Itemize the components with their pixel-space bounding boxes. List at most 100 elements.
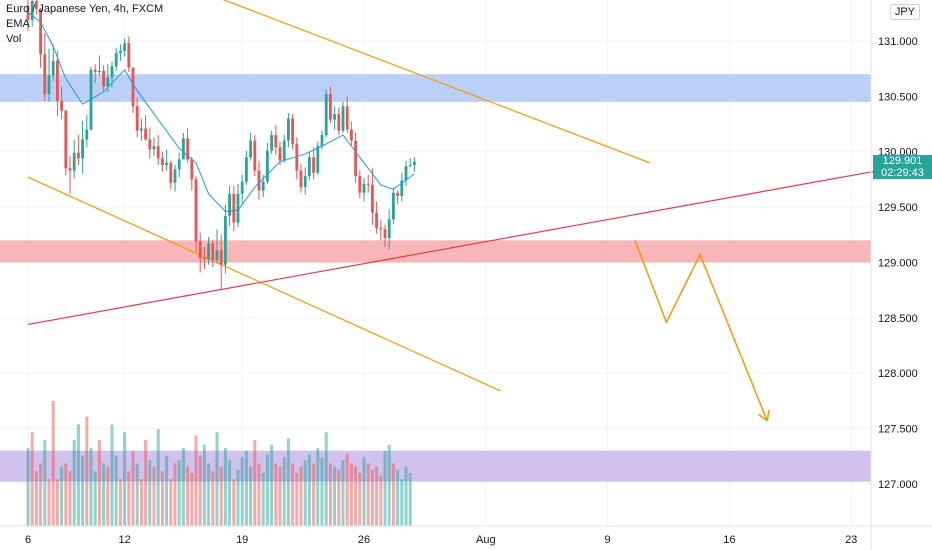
volume-bar <box>379 476 383 526</box>
volume-bar <box>135 463 139 526</box>
arrowhead-stroke <box>766 409 770 421</box>
candle-body <box>337 114 341 131</box>
volume-zone <box>0 450 871 482</box>
candle-body <box>93 69 97 72</box>
volume-bar <box>408 472 412 526</box>
candle <box>345 96 349 133</box>
volume-bar <box>131 451 135 526</box>
volume-bar <box>152 466 156 526</box>
candle-body <box>169 162 173 183</box>
price-axis[interactable]: 131.000130.500130.000129.500129.000128.5… <box>878 36 918 491</box>
volume-bar <box>51 401 55 526</box>
candle-body <box>253 140 257 171</box>
candle-body <box>47 75 51 95</box>
time-tick-label: 12 <box>118 534 130 546</box>
candle-body <box>240 181 244 194</box>
volume-bar <box>337 469 341 526</box>
candle-body <box>140 128 143 131</box>
volume-bar <box>261 472 265 526</box>
candle <box>186 128 189 163</box>
candle-body <box>60 100 63 111</box>
volume-bar <box>303 460 307 526</box>
support-zone <box>0 240 871 263</box>
volume-bar <box>102 463 106 526</box>
candle <box>224 204 227 274</box>
candle <box>215 229 219 264</box>
price-tick-label: 128.000 <box>878 368 918 380</box>
candle-body <box>211 243 215 261</box>
volume-bar <box>85 416 89 526</box>
candle <box>316 141 320 175</box>
volume-bar <box>345 454 349 526</box>
candle <box>85 115 89 148</box>
ema-legend[interactable]: EMA <box>6 18 30 30</box>
volume-bar <box>282 457 286 526</box>
volume-bar <box>110 424 114 526</box>
candle <box>282 135 286 163</box>
time-tick-label: 23 <box>845 534 857 546</box>
volume-bar <box>232 479 236 526</box>
currency-button[interactable]: JPY <box>889 4 920 20</box>
candle-body <box>98 70 101 72</box>
volume-bar <box>354 466 358 526</box>
volume-bar <box>257 463 261 526</box>
candle-body <box>396 192 399 197</box>
candle-body <box>203 258 206 260</box>
candle-body <box>387 219 391 239</box>
volume-bar <box>316 447 320 526</box>
candle <box>299 163 303 193</box>
candle <box>303 167 307 195</box>
price-tick-label: 131.000 <box>878 36 918 48</box>
candle <box>81 120 84 174</box>
candle-body <box>308 157 311 177</box>
candle-body <box>177 159 181 170</box>
candle <box>56 50 59 117</box>
candle-body <box>282 140 286 161</box>
candle <box>207 236 210 265</box>
volume-bar <box>253 440 257 526</box>
candle-body <box>190 159 194 180</box>
candle <box>249 132 252 161</box>
volume-bar <box>198 455 202 526</box>
candle <box>392 187 395 224</box>
candle-body <box>114 53 118 67</box>
volume-bar <box>278 466 282 526</box>
candle <box>39 7 42 68</box>
volume-bar <box>34 471 38 526</box>
last-price-value: 129.901 <box>882 154 923 167</box>
resistance-zone <box>0 74 871 102</box>
volume-bar <box>123 432 127 526</box>
symbol-title[interactable]: Euro / Japanese Yen, 4h, FXCM <box>6 3 164 15</box>
volume-bar <box>165 455 169 526</box>
candle <box>337 107 341 136</box>
candle-body <box>106 77 110 87</box>
candle <box>148 127 152 159</box>
candle-body <box>144 128 147 140</box>
candle <box>228 186 231 226</box>
candle-body <box>77 152 80 159</box>
volume-bar <box>270 444 274 526</box>
candle <box>350 121 353 146</box>
time-tick-label: 9 <box>605 534 611 546</box>
vol-legend[interactable]: Vol <box>6 33 22 45</box>
candle-body <box>345 106 349 130</box>
volume-bar <box>181 447 185 526</box>
candle-body <box>408 164 412 167</box>
candle-body <box>68 168 72 171</box>
candle-body <box>383 229 387 239</box>
candle-body <box>56 60 59 101</box>
volume-bar <box>160 471 164 526</box>
candle-body <box>165 162 168 165</box>
candle-body <box>123 43 126 51</box>
candle-body <box>261 181 265 191</box>
volume-bar <box>375 466 379 526</box>
candle-body <box>266 150 269 182</box>
candle-body <box>127 43 131 68</box>
candle <box>64 109 68 175</box>
candle-body <box>236 193 240 223</box>
candle <box>119 44 122 61</box>
candle <box>68 156 72 194</box>
candle-body <box>316 146 320 173</box>
time-axis[interactable]: 6 12 19 26 Aug 9 16 23 <box>25 534 857 546</box>
